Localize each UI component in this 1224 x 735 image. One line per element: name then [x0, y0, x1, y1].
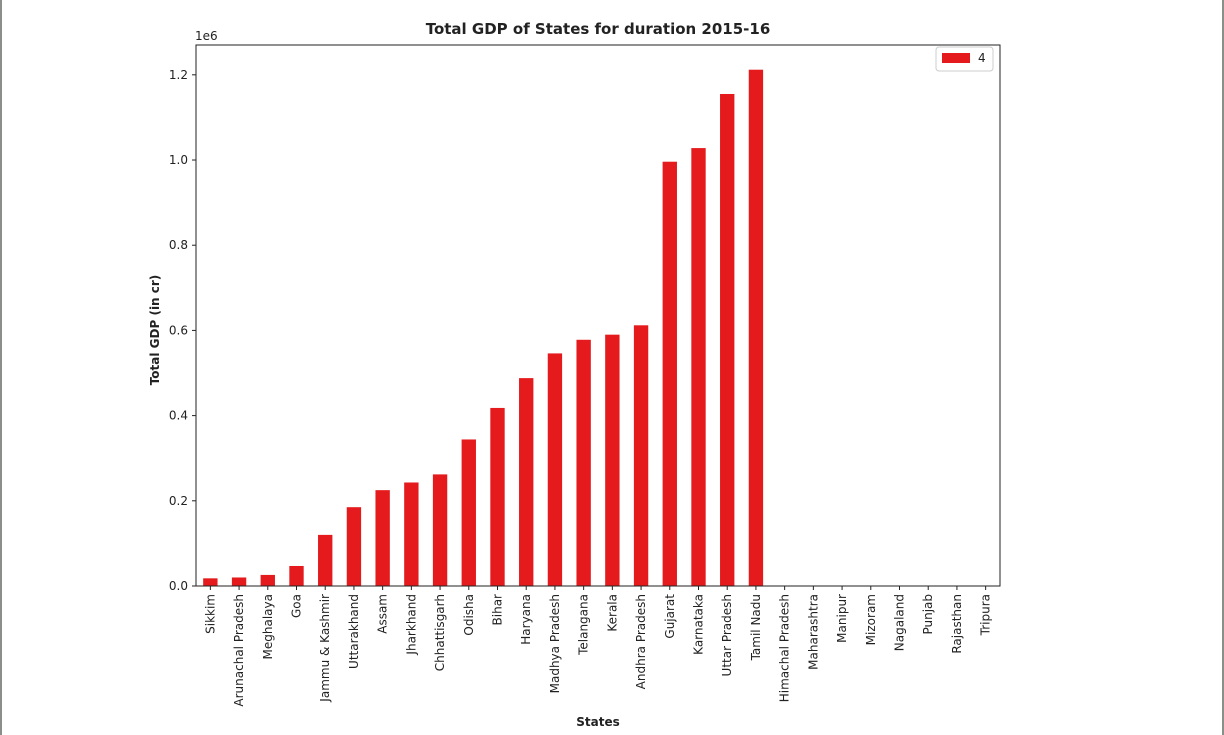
x-tick-label: Maharashtra	[806, 594, 820, 670]
x-tick-label: Assam	[376, 594, 390, 634]
y-axis-label: Total GDP (in cr)	[148, 275, 162, 386]
x-tick-label: Rajasthan	[950, 594, 964, 654]
x-tick-label: Tamil Nadu	[749, 594, 763, 661]
bars-group	[203, 69, 764, 587]
x-axis-ticks: Sikkim Arunachal Pradesh Meghalaya Goa Jammu…	[203, 586, 993, 707]
chart-title: Total GDP of States for duration 2015-16	[426, 20, 771, 38]
bar	[260, 574, 275, 586]
bar	[404, 482, 419, 586]
x-tick-label: Karnataka	[692, 594, 706, 655]
bar	[633, 325, 649, 586]
legend: 4	[935, 46, 994, 72]
y-tick-label: 1.0	[169, 153, 188, 167]
x-tick-label: Goa	[290, 594, 304, 618]
x-tick-label: Arunachal Pradesh	[232, 594, 246, 707]
x-tick-label: Jammu & Kashmir	[318, 594, 332, 703]
bar	[605, 334, 620, 586]
bar	[519, 378, 534, 586]
bar	[490, 407, 505, 586]
bar	[432, 474, 448, 586]
x-tick-label: Andhra Pradesh	[634, 594, 648, 689]
bar	[346, 507, 362, 586]
y-tick-label: 0.4	[169, 409, 188, 423]
x-tick-label: Manipur	[835, 594, 849, 643]
bar	[576, 339, 591, 586]
x-tick-label: Uttarakhand	[347, 594, 361, 669]
y-axis-ticks: 0.0 0.2 0.4 0.6 0.8 1.0 1.2	[169, 68, 196, 593]
bar	[203, 578, 218, 586]
bar	[289, 565, 304, 586]
x-axis-label: States	[576, 715, 620, 729]
x-tick-label: Sikkim	[203, 594, 217, 634]
bar	[375, 490, 390, 586]
x-tick-label: Jharkhand	[404, 594, 418, 656]
plot-area-frame	[195, 44, 1001, 587]
bar	[662, 161, 677, 587]
x-tick-label: Nagaland	[893, 594, 907, 651]
legend-entry-label: 4	[978, 51, 986, 65]
x-tick-label: Punjab	[921, 594, 935, 635]
bar	[691, 148, 706, 586]
x-tick-label: Odisha	[462, 594, 476, 636]
bar	[748, 69, 764, 586]
bar	[461, 439, 476, 586]
y-tick-label: 0.6	[169, 323, 188, 337]
x-tick-label: Mizoram	[864, 594, 878, 645]
bar	[231, 577, 247, 586]
x-tick-label: Gujarat	[663, 594, 677, 639]
bar	[720, 93, 735, 586]
y-tick-label: 0.2	[169, 494, 188, 508]
y-tick-label: 0.8	[169, 238, 188, 252]
x-tick-label: Chhattisgarh	[433, 594, 447, 671]
x-tick-label: Kerala	[605, 594, 619, 632]
bar	[547, 353, 563, 586]
y-tick-label: 0.0	[169, 579, 188, 593]
x-tick-label: Meghalaya	[261, 594, 275, 659]
y-tick-label: 1.2	[169, 68, 188, 82]
x-tick-label: Bihar	[491, 594, 505, 626]
bar	[318, 534, 333, 586]
x-tick-label: Tripura	[979, 594, 993, 636]
x-tick-label: Haryana	[519, 594, 533, 645]
x-tick-label: Madhya Pradesh	[548, 594, 562, 693]
legend-swatch	[942, 53, 970, 63]
x-tick-label: Uttar Pradesh	[720, 594, 734, 676]
x-tick-label: Himachal Pradesh	[778, 594, 792, 702]
x-tick-label: Telangana	[577, 594, 591, 656]
y-scale-note: 1e6	[195, 29, 218, 43]
